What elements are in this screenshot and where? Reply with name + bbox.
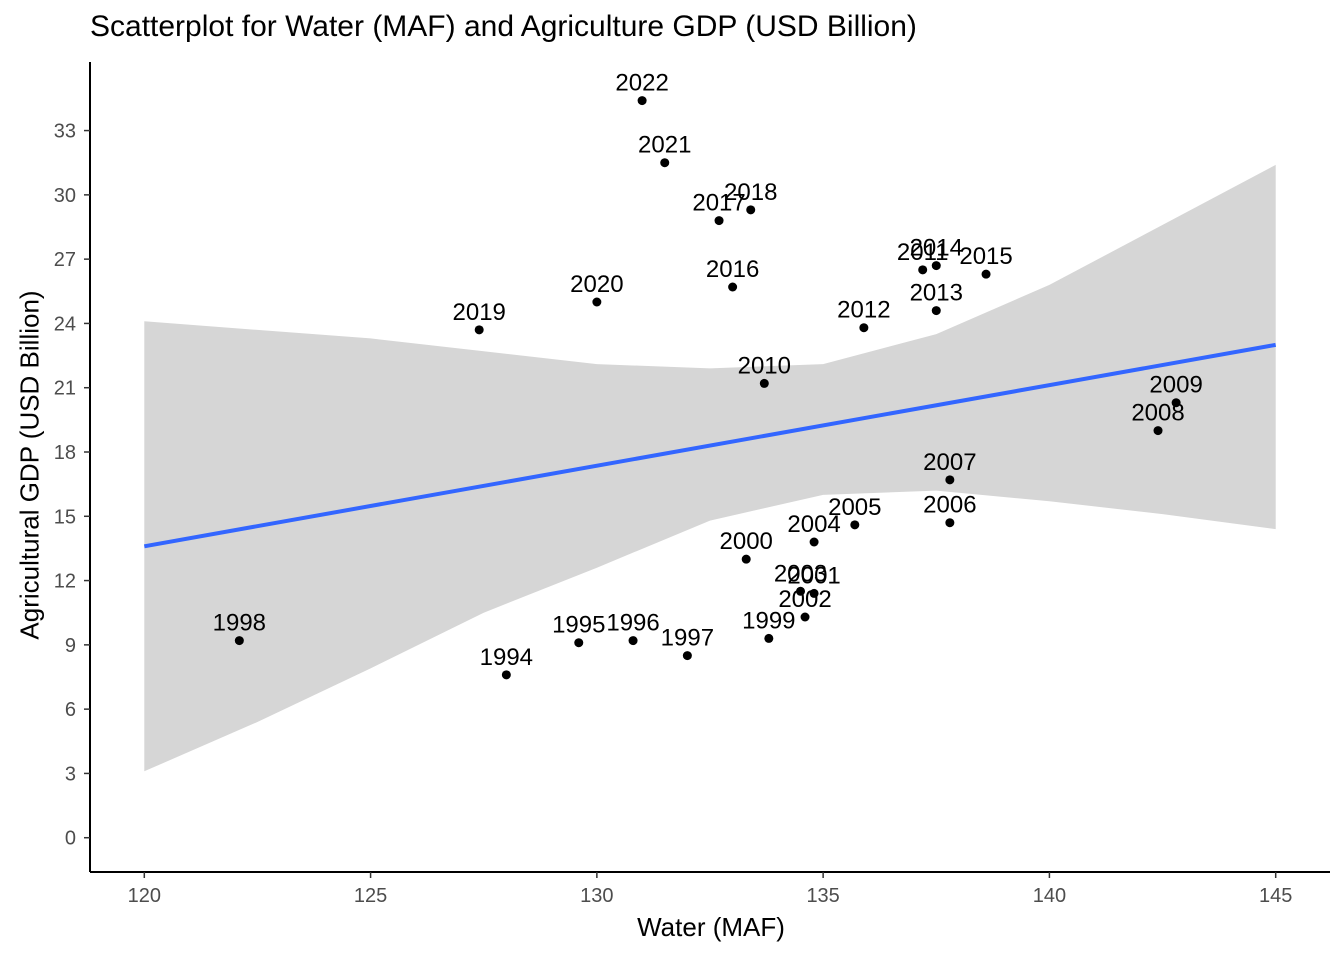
data-point [741,554,751,564]
point-label: 2004 [787,511,840,538]
data-point [474,325,484,335]
point-label: 2021 [638,132,691,159]
data-point [809,537,819,547]
y-tick-label: 6 [65,699,76,721]
data-point [945,475,955,485]
chart-title: Scatterplot for Water (MAF) and Agricult… [90,10,917,43]
y-tick-label: 12 [54,571,76,593]
data-point [931,306,941,316]
point-label: 2005 [828,494,881,521]
point-label: 2018 [724,179,777,206]
data-point [918,265,928,275]
data-point [501,670,511,680]
point-label: 2002 [778,586,831,613]
y-tick-label: 18 [54,442,76,464]
data-point [637,96,647,106]
data-point [1153,426,1163,436]
y-tick-label: 9 [65,635,76,657]
point-label: 2003 [774,560,827,587]
point-label: 1999 [742,607,795,634]
data-point [800,612,810,622]
data-point [764,633,774,643]
point-label: 2010 [738,352,791,379]
point-label: 2019 [453,299,506,326]
point-label: 2016 [706,256,759,283]
point-label: 2006 [923,492,976,519]
point-label: 1997 [661,625,714,652]
point-label: 2009 [1149,372,1202,399]
x-tick-label: 145 [1259,885,1292,907]
y-tick-label: 0 [65,828,76,850]
data-point [628,636,638,646]
data-point [759,378,769,388]
point-label: 2017 [692,190,745,217]
data-point [746,205,756,215]
y-tick-label: 27 [54,249,76,271]
point-label: 2022 [615,70,668,97]
confidence-band [144,164,1276,772]
y-tick-label: 24 [54,313,76,335]
trend-line [143,342,1277,549]
point-label: 2001 [787,562,840,589]
data-point [850,520,860,530]
data-point [796,586,806,596]
point-label: 2012 [837,297,890,324]
data-point [809,588,819,598]
data-point [931,261,941,271]
data-point [592,297,602,307]
x-tick-label: 125 [354,885,387,907]
y-tick-label: 21 [54,378,76,400]
data-point [714,216,724,226]
x-tick-label: 140 [1033,885,1066,907]
point-label: 2007 [923,449,976,476]
data-point [682,651,692,661]
y-tick-label: 3 [65,763,76,785]
data-point [728,282,738,292]
x-tick-label: 130 [580,885,613,907]
y-tick-label: 30 [54,185,76,207]
x-tick-label: 135 [806,885,839,907]
point-label: 2000 [720,528,773,555]
data-point [1171,398,1181,408]
x-axis-label: Water (MAF) [637,912,785,942]
data-point [574,638,584,648]
point-label: 2011 [897,239,949,266]
point-label: 2020 [570,271,623,298]
x-tick-label: 120 [128,885,161,907]
data-point [859,323,869,333]
data-point [945,518,955,528]
data-point [660,158,670,168]
point-label: 2013 [910,280,963,307]
y-axis-label: Agricultural GDP (USD Billion) [14,290,45,640]
y-tick-label: 33 [54,121,76,143]
point-label: 1994 [480,644,533,671]
point-label: 1998 [213,610,266,637]
data-point [981,269,991,279]
point-label: 2015 [959,243,1012,270]
point-label: 2014 [910,235,963,262]
y-tick-label: 15 [54,506,76,528]
point-label: 1996 [606,610,659,637]
point-label: 1995 [552,612,605,639]
data-point [234,636,244,646]
